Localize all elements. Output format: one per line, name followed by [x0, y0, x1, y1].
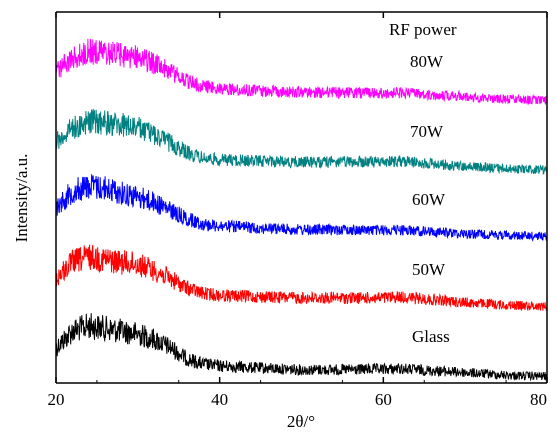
series-layer [55, 38, 548, 382]
x-tick-label-20: 20 [48, 390, 65, 409]
series-label-glass: Glass [412, 327, 450, 346]
series-line-50w [55, 244, 548, 312]
series-line-60w [55, 174, 548, 242]
y-axis-label: Intensity/a.u. [12, 154, 31, 243]
x-tick-label-40: 40 [211, 390, 228, 409]
series-line-glass [55, 313, 548, 382]
series-label-60w: 60W [412, 190, 446, 209]
x-tick-label-80: 80 [530, 390, 547, 409]
series-label-80w: 80W [410, 52, 444, 71]
axes-frame [55, 11, 548, 384]
series-labels: Glass 50W 60W 70W 80W [410, 52, 450, 346]
x-ticks: 20 40 60 80 [48, 12, 548, 409]
x-axis-label: 2θ/° [287, 412, 315, 431]
legend-title: RF power [389, 20, 457, 39]
series-line-80w [55, 38, 548, 106]
series-label-70w: 70W [410, 122, 444, 141]
series-label-50w: 50W [412, 260, 446, 279]
series-line-70w [55, 108, 548, 175]
x-tick-label-60: 60 [375, 390, 392, 409]
